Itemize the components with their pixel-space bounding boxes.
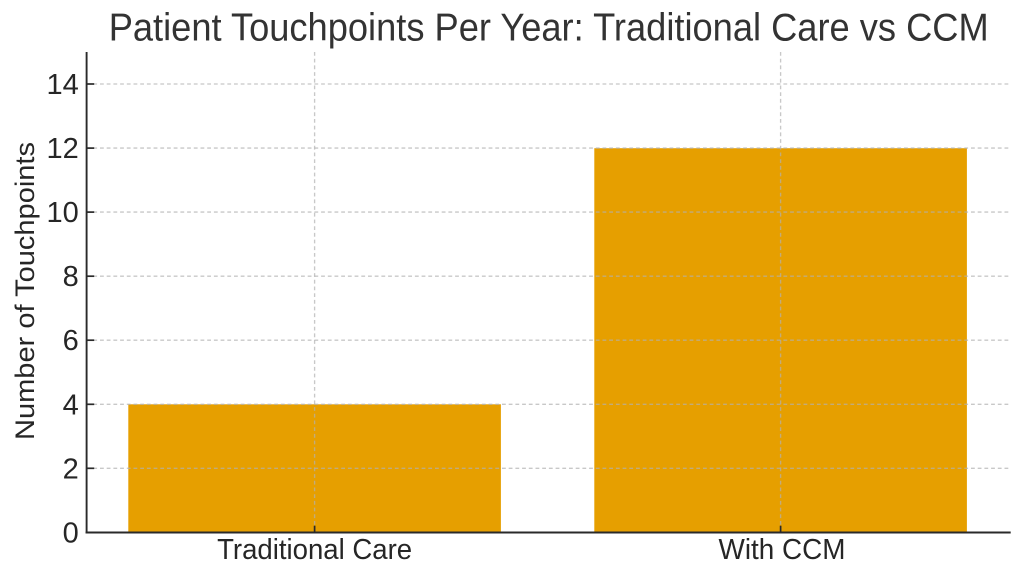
svg-text:0: 0 bbox=[63, 517, 79, 549]
svg-text:Patient Touchpoints Per Year:: Patient Touchpoints Per Year: Traditiona… bbox=[109, 7, 989, 50]
svg-text:10: 10 bbox=[47, 197, 79, 229]
svg-text:Number of Touchpoints: Number of Touchpoints bbox=[10, 142, 40, 440]
svg-text:6: 6 bbox=[63, 325, 79, 357]
svg-text:14: 14 bbox=[47, 69, 79, 101]
svg-text:Traditional Care: Traditional Care bbox=[217, 534, 412, 566]
svg-text:2: 2 bbox=[63, 453, 79, 485]
svg-text:4: 4 bbox=[63, 389, 79, 421]
svg-text:8: 8 bbox=[63, 261, 79, 293]
svg-text:With CCM: With CCM bbox=[719, 534, 846, 566]
svg-text:12: 12 bbox=[47, 133, 79, 165]
